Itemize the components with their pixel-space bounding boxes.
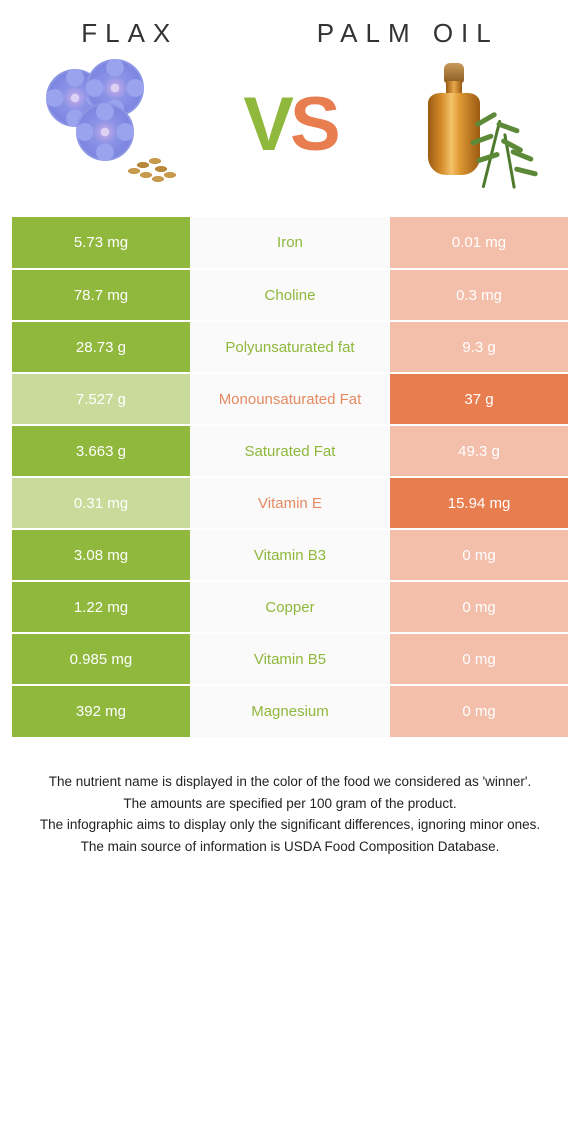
left-value: 78.7 mg — [12, 269, 190, 321]
table-row: 3.663 gSaturated Fat49.3 g — [12, 425, 568, 477]
table-row: 392 mgMagnesium0 mg — [12, 685, 568, 737]
left-value: 392 mg — [12, 685, 190, 737]
nutrient-label: Polyunsaturated fat — [190, 321, 390, 373]
left-value: 0.985 mg — [12, 633, 190, 685]
footer-line-1: The nutrient name is displayed in the co… — [30, 771, 550, 793]
title-left: Flax — [81, 18, 178, 49]
footer-line-4: The main source of information is USDA F… — [30, 836, 550, 858]
right-value: 49.3 g — [390, 425, 568, 477]
vs-label: VS — [243, 81, 336, 168]
left-value: 0.31 mg — [12, 477, 190, 529]
nutrient-table: 5.73 mgIron0.01 mg78.7 mgCholine0.3 mg28… — [12, 217, 568, 737]
left-value: 28.73 g — [12, 321, 190, 373]
left-value: 1.22 mg — [12, 581, 190, 633]
right-value: 0 mg — [390, 685, 568, 737]
header-row: Flax Palm Oil — [12, 18, 568, 49]
footer-line-2: The amounts are specified per 100 gram o… — [30, 793, 550, 815]
left-value: 7.527 g — [12, 373, 190, 425]
right-value: 9.3 g — [390, 321, 568, 373]
left-value: 3.08 mg — [12, 529, 190, 581]
nutrient-label: Vitamin E — [190, 477, 390, 529]
left-value: 5.73 mg — [12, 217, 190, 269]
nutrient-label: Iron — [190, 217, 390, 269]
table-row: 1.22 mgCopper0 mg — [12, 581, 568, 633]
flax-illustration — [42, 59, 192, 189]
palm-oil-illustration — [388, 59, 538, 189]
footer-line-3: The infographic aims to display only the… — [30, 814, 550, 836]
right-value: 0 mg — [390, 633, 568, 685]
nutrient-label: Monounsaturated Fat — [190, 373, 390, 425]
table-row: 78.7 mgCholine0.3 mg — [12, 269, 568, 321]
right-value: 37 g — [390, 373, 568, 425]
table-row: 5.73 mgIron0.01 mg — [12, 217, 568, 269]
nutrient-label: Copper — [190, 581, 390, 633]
right-value: 0.01 mg — [390, 217, 568, 269]
right-value: 15.94 mg — [390, 477, 568, 529]
title-right: Palm Oil — [317, 18, 499, 49]
vs-v: V — [243, 81, 290, 168]
right-value: 0.3 mg — [390, 269, 568, 321]
table-row: 7.527 gMonounsaturated Fat37 g — [12, 373, 568, 425]
table-row: 3.08 mgVitamin B30 mg — [12, 529, 568, 581]
nutrient-label: Vitamin B3 — [190, 529, 390, 581]
hero-row: VS — [12, 59, 568, 189]
infographic-container: Flax Palm Oil VS — [0, 0, 580, 887]
vs-s: S — [290, 81, 337, 168]
right-value: 0 mg — [390, 529, 568, 581]
table-row: 0.985 mgVitamin B50 mg — [12, 633, 568, 685]
nutrient-label: Vitamin B5 — [190, 633, 390, 685]
table-row: 0.31 mgVitamin E15.94 mg — [12, 477, 568, 529]
nutrient-label: Choline — [190, 269, 390, 321]
table-row: 28.73 gPolyunsaturated fat9.3 g — [12, 321, 568, 373]
nutrient-label: Magnesium — [190, 685, 390, 737]
footer-notes: The nutrient name is displayed in the co… — [12, 737, 568, 877]
nutrient-label: Saturated Fat — [190, 425, 390, 477]
nutrient-table-body: 5.73 mgIron0.01 mg78.7 mgCholine0.3 mg28… — [12, 217, 568, 737]
left-value: 3.663 g — [12, 425, 190, 477]
right-value: 0 mg — [390, 581, 568, 633]
